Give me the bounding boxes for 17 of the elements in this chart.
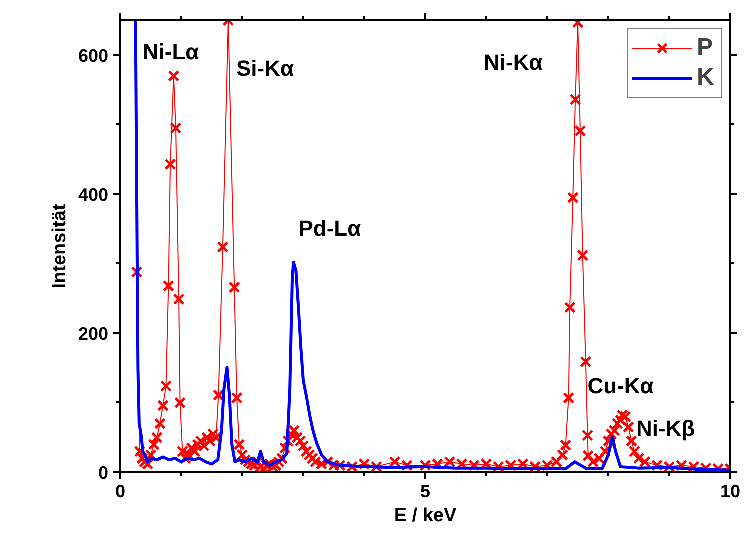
y-axis-title: Intensität bbox=[49, 204, 70, 289]
annotation: Ni-Kβ bbox=[636, 416, 696, 441]
x-axis-title: E / keV bbox=[394, 506, 457, 526]
x-tick-label: 0 bbox=[115, 482, 126, 502]
y-tick-label: 0 bbox=[98, 463, 109, 483]
legend-label: P bbox=[697, 33, 714, 63]
annotation: Si-Kα bbox=[236, 56, 294, 81]
y-tick-label: 200 bbox=[78, 324, 109, 344]
y-tick-label: 400 bbox=[78, 184, 109, 205]
annotation: Ni-Kα bbox=[484, 50, 544, 76]
annotation: Pd-Lα bbox=[298, 216, 362, 241]
y-tick-label: 600 bbox=[78, 46, 109, 66]
x-tick-label: 5 bbox=[420, 482, 431, 502]
annotation: Cu-Kα bbox=[588, 374, 654, 399]
legend-label: K bbox=[697, 63, 716, 93]
x-tick-label: 10 bbox=[720, 482, 741, 502]
annotation: Ni-Lα bbox=[142, 40, 200, 65]
